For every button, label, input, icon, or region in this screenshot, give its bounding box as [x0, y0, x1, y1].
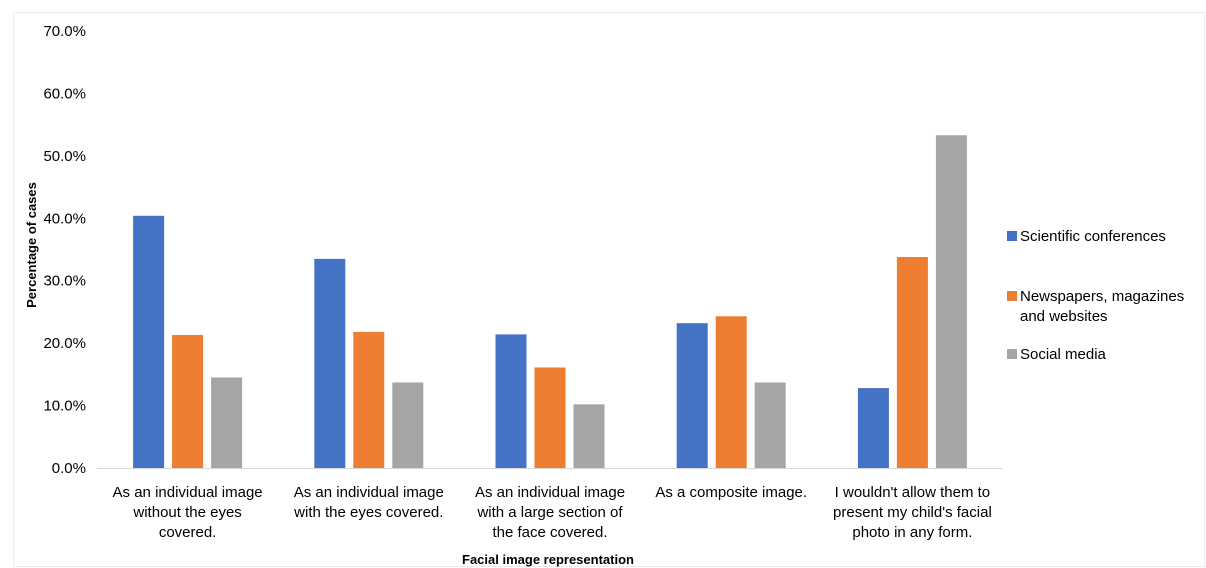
- legend-swatch: [1007, 349, 1017, 359]
- bars: [133, 135, 967, 468]
- x-category-label-line: with a large section of: [476, 504, 623, 521]
- legend-label: Social media: [1020, 346, 1107, 363]
- y-tick-label: 0.0%: [52, 460, 86, 477]
- bar: [392, 382, 424, 468]
- y-tick-label: 20.0%: [43, 335, 86, 352]
- x-category-label-line: with the eyes covered.: [293, 504, 443, 521]
- x-category-label-line: covered.: [159, 524, 217, 541]
- bar: [754, 382, 786, 468]
- y-tick-label: 30.0%: [43, 273, 86, 290]
- bar: [676, 323, 708, 468]
- legend-label: and websites: [1020, 308, 1108, 325]
- legend-swatch: [1007, 231, 1017, 241]
- bar: [314, 258, 346, 468]
- bar: [573, 404, 605, 468]
- x-category-label: As an individual image with the eyes cove…: [293, 484, 444, 521]
- x-category-label-line: the face covered.: [492, 524, 607, 541]
- bar: [211, 377, 243, 468]
- bar: [534, 367, 566, 468]
- x-category-label-line: As an individual image: [113, 484, 263, 501]
- legend: Scientific conferences Newspapers, magazi…: [1007, 228, 1184, 363]
- bar: [857, 388, 889, 468]
- x-category-label: As a composite image.: [655, 484, 807, 501]
- x-category-label: I wouldn't allow them to present my child…: [833, 484, 992, 541]
- bar: [172, 335, 204, 468]
- x-category-label-line: present my child's facial: [833, 504, 992, 521]
- bar: [896, 256, 928, 468]
- x-category-label: As an individual image with a large secti…: [475, 484, 625, 541]
- legend-swatch: [1007, 291, 1017, 301]
- y-axis-tick-labels: 0.0% 10.0% 20.0% 30.0% 40.0% 50.0% 60.0% 70.0%: [43, 23, 86, 477]
- y-tick-label: 40.0%: [43, 210, 86, 227]
- x-axis-category-labels: As an individual image without the eyes co…: [113, 484, 992, 541]
- y-tick-label: 60.0%: [43, 85, 86, 102]
- y-tick-label: 50.0%: [43, 148, 86, 165]
- x-category-label-line: As an individual image: [475, 484, 625, 501]
- x-category-label-line: As a composite image.: [655, 484, 807, 501]
- y-tick-label: 70.0%: [43, 23, 86, 40]
- bar: [495, 334, 527, 468]
- x-category-label-line: As an individual image: [294, 484, 444, 501]
- x-axis-title: Facial image representation: [462, 552, 634, 567]
- x-category-label-line: without the eyes: [132, 504, 241, 521]
- legend-label: Newspapers, magazines: [1020, 288, 1184, 305]
- x-category-label-line: photo in any form.: [852, 524, 972, 541]
- bar: [715, 316, 747, 468]
- y-axis-title: Percentage of cases: [24, 182, 39, 308]
- x-category-label: As an individual image without the eyes co…: [113, 484, 263, 541]
- bar: [133, 215, 165, 468]
- legend-label: Scientific conferences: [1020, 228, 1166, 245]
- bar: [935, 135, 967, 468]
- y-tick-label: 10.0%: [43, 398, 86, 415]
- bar: [353, 331, 385, 468]
- x-category-label-line: I wouldn't allow them to: [835, 484, 990, 501]
